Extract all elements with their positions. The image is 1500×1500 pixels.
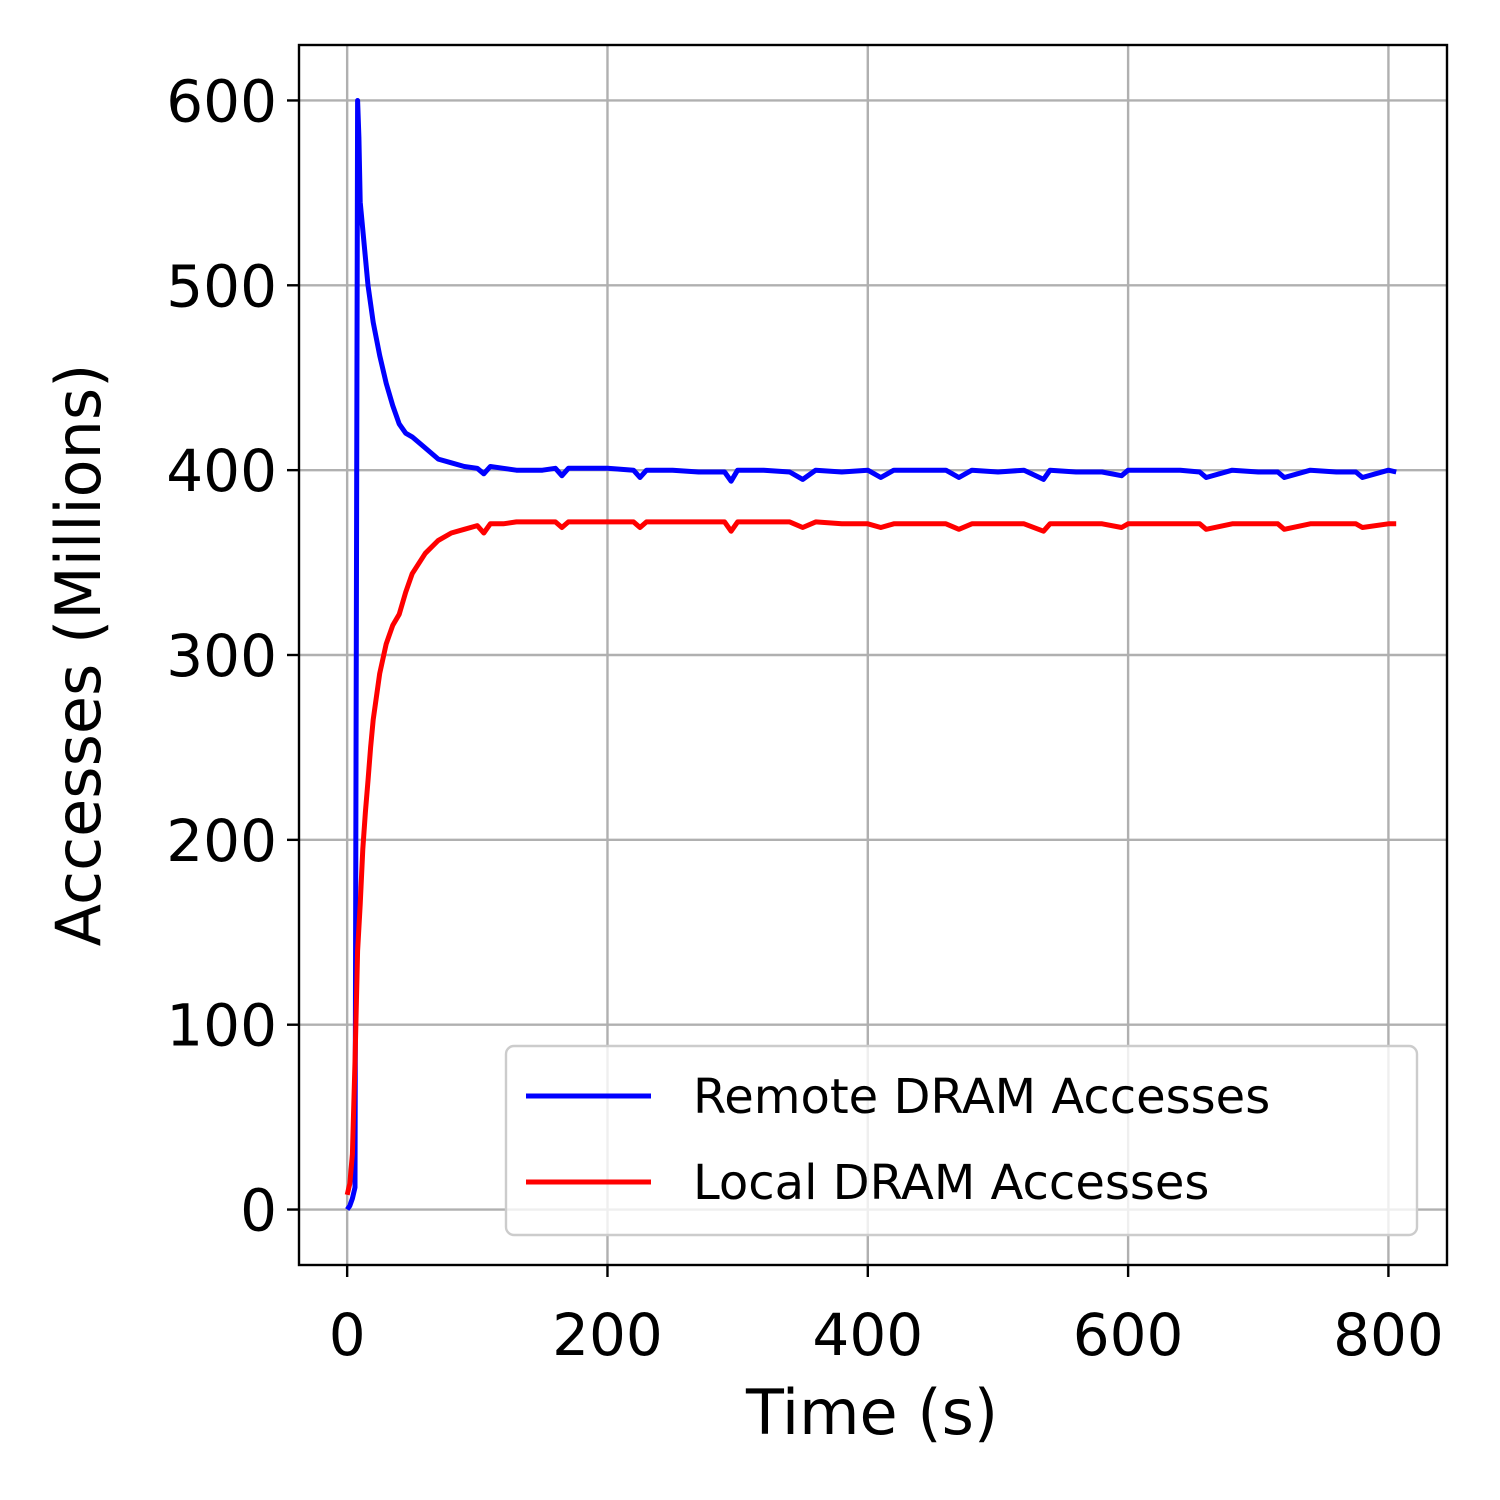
y-tick-label: 0 bbox=[240, 1177, 277, 1245]
y-axis-label: Accesses (Millions) bbox=[42, 364, 115, 947]
x-tick-label: 800 bbox=[1333, 1301, 1444, 1369]
x-tick-label: 0 bbox=[329, 1301, 366, 1369]
y-tick-label: 100 bbox=[166, 992, 277, 1060]
axis-ticks: 0 200 400 600 800 0 100 200 300 400 500 600 bbox=[166, 67, 1444, 1369]
y-tick-label: 300 bbox=[166, 622, 277, 690]
x-tick-label: 400 bbox=[812, 1301, 923, 1369]
y-tick-label: 400 bbox=[166, 437, 277, 505]
legend-label: Local DRAM Accesses bbox=[693, 1155, 1209, 1211]
legend-box bbox=[504, 1044, 1419, 1237]
x-axis-label: Time (s) bbox=[745, 1376, 998, 1449]
y-tick-label: 200 bbox=[166, 807, 277, 875]
legend: Remote DRAM Accesses Local DRAM Accesses bbox=[504, 1044, 1419, 1237]
x-tick-label: 200 bbox=[552, 1301, 663, 1369]
legend-label: Remote DRAM Accesses bbox=[693, 1069, 1270, 1125]
y-tick-label: 500 bbox=[166, 252, 277, 320]
x-tick-label: 600 bbox=[1073, 1301, 1184, 1369]
y-tick-label: 600 bbox=[166, 67, 277, 135]
series-layer bbox=[344, 98, 1397, 1211]
series-line-remote bbox=[345, 98, 1397, 1211]
series-line-local bbox=[344, 519, 1397, 1196]
